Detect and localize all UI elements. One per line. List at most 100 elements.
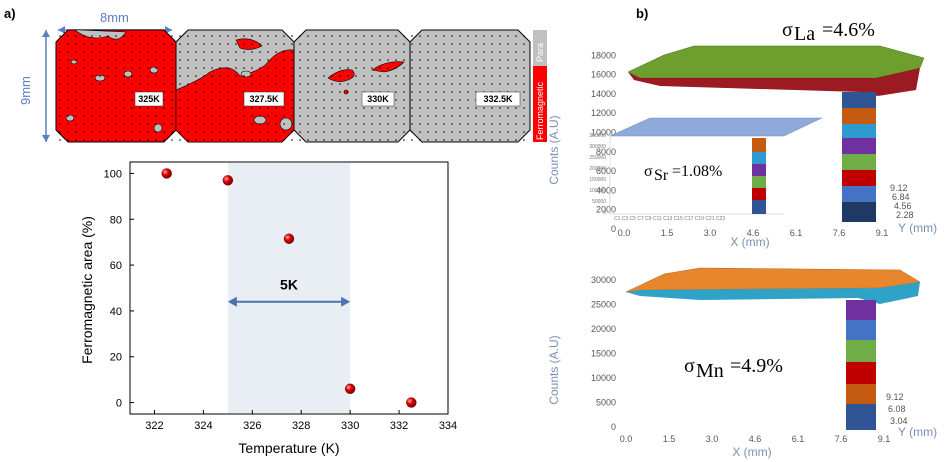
sr-inset-surface	[609, 117, 823, 137]
tick-label: 0	[611, 422, 616, 432]
svg-text:σ: σ	[684, 355, 695, 377]
la-surface-front	[628, 68, 920, 96]
data-point	[406, 397, 417, 408]
x-tick-label: 332	[390, 420, 408, 432]
data-point	[344, 383, 356, 394]
height-dimension: 9mm	[18, 30, 50, 142]
tick-label: 300000	[589, 144, 606, 150]
map-tile-325k: 325K	[55, 29, 177, 143]
tick-label: 12000	[591, 108, 616, 118]
top-x-axis-label: X (mm)	[730, 235, 769, 249]
tick-label: 9.12	[890, 183, 908, 193]
top-z-ticks: 2.284.566.849.12	[890, 183, 914, 220]
data-point	[222, 175, 234, 186]
tick-label: 9.1	[876, 228, 889, 238]
x-tick-label: 324	[194, 420, 212, 432]
y-axis-label: Ferromagnetic area (%)	[79, 216, 95, 364]
y-axis-ticks: 0 20 40 60 80 100	[104, 168, 134, 410]
x-tick-label: 328	[292, 420, 310, 432]
tick-label: 3.04	[890, 416, 908, 426]
transition-band	[227, 163, 351, 413]
tick-label: 18000	[591, 50, 616, 60]
tick-label: 200000	[589, 166, 606, 172]
inset-y-ticks: 0 50000 100000 150000 200000 250000 300000 3500…	[589, 133, 606, 216]
mn-sigma-label: σ Mn =4.9%	[684, 355, 783, 382]
y-tick-label: 0	[116, 398, 122, 410]
width-label: 8mm	[100, 10, 129, 25]
tick-label: 20000	[591, 324, 616, 334]
tick-label: 6.08	[888, 404, 906, 414]
tick-label: 6.84	[892, 192, 910, 202]
mn-surface-top	[625, 267, 921, 293]
tick-label: 15000	[591, 349, 616, 359]
bottom-z-ticks: 3.04 6.08 9.12	[886, 392, 908, 426]
svg-text:=1.08%: =1.08%	[672, 163, 722, 180]
legend-ferro-swatch	[533, 66, 547, 142]
tick-label: 1.5	[663, 434, 676, 444]
panel-a-label: a)	[4, 6, 16, 21]
svg-text:=4.9%: =4.9%	[730, 355, 783, 377]
ferro-area-chart: 5K 322 324 326 328 330 332 334 0 20 40 60 80 100 Te…	[79, 161, 457, 456]
tick-label: 150000	[589, 177, 606, 183]
tick-label: 8000	[596, 147, 616, 157]
top-z-axis-label: Y (mm)	[898, 221, 937, 235]
height-label: 9mm	[18, 76, 33, 105]
bottom-y-ticks: 0 5000 10000 15000 20000 25000 30000	[591, 275, 616, 432]
legend-ferro-label: Ferromagnetic	[535, 81, 545, 140]
svg-text:La: La	[794, 23, 815, 45]
y-tick-label: 40	[110, 306, 122, 318]
top-y-ticks: 0200040006000800010000120001400016000180…	[591, 50, 616, 234]
legend-para-swatch	[533, 30, 547, 66]
x-axis-ticks: 322 324 326 328 330 332 334	[145, 410, 457, 432]
tick-label: 7.6	[833, 228, 846, 238]
tick-label: 4.56	[894, 201, 912, 211]
tick-label: 3.0	[704, 228, 717, 238]
bottom-x-axis-label: X (mm)	[732, 445, 771, 459]
y-tick-label: 80	[110, 214, 122, 226]
y-tick-label: 100	[104, 168, 122, 180]
tick-label: 0	[611, 224, 616, 234]
tick-label: 4.6	[747, 228, 760, 238]
tick-label: 0.0	[620, 434, 633, 444]
tick-label: 6.1	[790, 228, 803, 238]
tile-label: 325K	[138, 94, 160, 104]
tick-label: 7.6	[835, 434, 848, 444]
tick-label: 25000	[591, 300, 616, 310]
top-x-ticks: 0.0 1.5 3.0 4.6 6.1 7.6 9.1	[618, 228, 889, 238]
data-point	[283, 233, 295, 244]
sr-sigma-label: σ Sr =1.08%	[644, 163, 722, 184]
data-point	[161, 168, 172, 179]
tick-label: 2000	[596, 205, 616, 215]
tick-label: 0	[603, 210, 606, 216]
span-arrow-right-head	[341, 296, 351, 307]
span-label: 5K	[280, 277, 298, 293]
tick-label: 9.1	[878, 434, 891, 444]
bottom-x-ticks: 0.0 1.5 3.0 4.6 6.1 7.6 9.1	[620, 434, 891, 444]
mn-surface-chart: 0 5000 10000 15000 20000 25000 30000 Counts (A…	[547, 267, 937, 459]
svg-text:σ: σ	[644, 163, 653, 180]
tile-label: 327.5K	[249, 94, 279, 104]
tick-label: 350000	[589, 133, 606, 139]
tick-label: 9.12	[886, 392, 904, 402]
svg-text:Sr: Sr	[654, 167, 669, 184]
svg-text:=4.6%: =4.6%	[822, 19, 875, 41]
tile-label: 330K	[367, 94, 389, 104]
tick-label: 2.28	[896, 210, 914, 220]
la-surface-chart: 0200040006000800010000120001400016000180…	[547, 19, 937, 249]
y-tick-label: 20	[110, 352, 122, 364]
bottom-z-axis-label: Y (mm)	[898, 425, 937, 439]
tick-label: 30000	[591, 275, 616, 285]
legend-para-label: Para	[535, 43, 545, 62]
svg-text:Mn: Mn	[696, 360, 724, 382]
tick-label: 250000	[589, 155, 606, 161]
x-tick-label: 326	[243, 420, 261, 432]
tick-label: 6.1	[792, 434, 805, 444]
x-axis-label: Temperature (K)	[238, 440, 339, 456]
tick-label: 5000	[596, 398, 616, 408]
svg-text:σ: σ	[782, 19, 793, 41]
tick-label: 3.0	[706, 434, 719, 444]
bottom-y-axis-label: Counts (A.U)	[547, 335, 561, 404]
y-tick-label: 60	[110, 260, 122, 272]
top-y-axis-label: Counts (A.U)	[547, 115, 561, 184]
